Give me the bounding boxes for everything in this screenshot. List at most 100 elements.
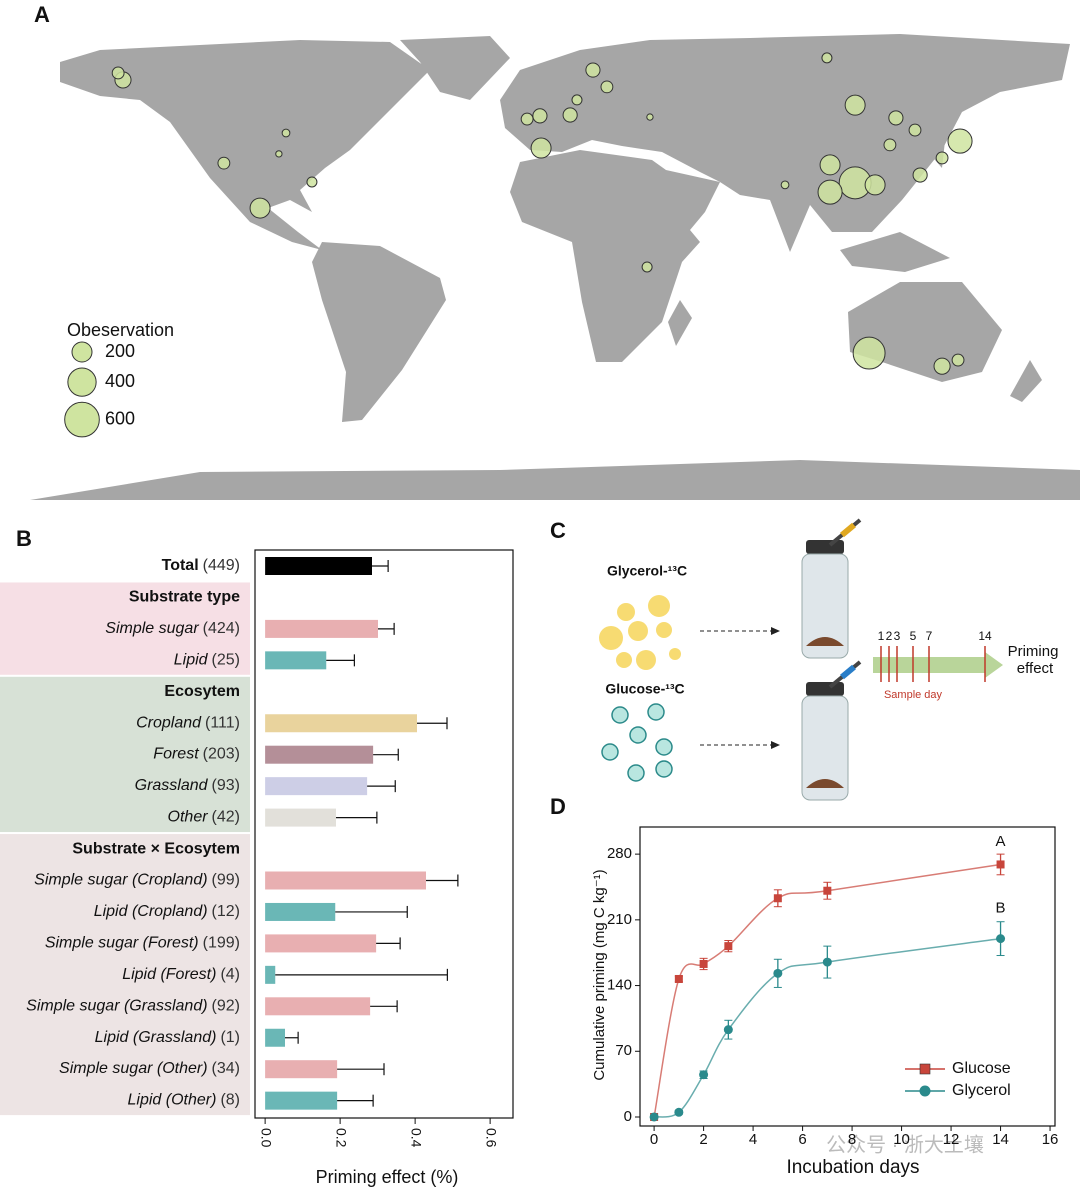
- syringe-liquid: [840, 522, 856, 538]
- group-header: Substrate × Ecosytem: [72, 840, 240, 857]
- row-label: Grassland (93): [135, 777, 240, 794]
- arrow-head: [771, 741, 780, 749]
- row-count: (1): [220, 1029, 240, 1046]
- x-tick-label: 2: [699, 1131, 707, 1148]
- marker: [674, 1107, 684, 1117]
- row-label: Simple sugar (Grassland) (92): [26, 998, 240, 1015]
- row-label: Forest (203): [153, 746, 240, 763]
- bubble: [281, 128, 291, 138]
- land: [30, 460, 1080, 500]
- plot-frame: [639, 826, 1056, 1127]
- row-label: Simple sugar (424): [105, 620, 240, 637]
- bubble: [933, 357, 951, 375]
- row-count: (34): [212, 1060, 240, 1077]
- bubble: [908, 123, 922, 137]
- land: [312, 242, 446, 422]
- legend-label: 600: [105, 408, 135, 428]
- bar: [265, 745, 374, 764]
- row-count: (12): [212, 903, 240, 920]
- legend-label: 400: [105, 371, 135, 391]
- land: [510, 150, 720, 362]
- molecule: [647, 703, 665, 721]
- legend-bubble: [64, 401, 100, 438]
- row-name: Cropland: [136, 714, 202, 731]
- bubble: [912, 167, 928, 183]
- bar: [265, 997, 371, 1016]
- y-axis-label: Cumulative priming (mg C kg⁻¹): [591, 869, 608, 1080]
- world-map: [30, 34, 1080, 500]
- sample-day: 1: [878, 629, 885, 643]
- x-tick-label: 16: [1042, 1131, 1059, 1148]
- sample-day: 3: [894, 629, 901, 643]
- outcome-label: effect: [1017, 660, 1054, 677]
- legend-marker: [919, 1085, 931, 1097]
- group-background: [0, 676, 250, 833]
- soil: [806, 779, 844, 788]
- bubble: [562, 107, 578, 123]
- droplet: [617, 603, 635, 621]
- marker: [674, 974, 683, 983]
- panel-label: D: [550, 794, 566, 819]
- row-name: Simple sugar (Grassland): [26, 998, 207, 1015]
- marker: [996, 934, 1006, 944]
- droplet: [669, 648, 681, 660]
- bubble: [821, 52, 833, 64]
- bubble: [600, 80, 614, 94]
- legend-label: Glycerol: [952, 1082, 1011, 1099]
- row-name: Simple sugar (Other): [59, 1060, 208, 1077]
- row-name: Other: [168, 809, 209, 826]
- vial-body: [801, 695, 849, 801]
- bubble: [571, 94, 583, 106]
- timeline-arrow: [873, 652, 1003, 678]
- annotation: B: [996, 900, 1006, 917]
- marker: [724, 942, 733, 951]
- row-name: Simple sugar (Forest): [45, 935, 199, 952]
- marker: [996, 860, 1005, 869]
- bubble: [275, 150, 283, 158]
- sample-day: 2: [886, 629, 893, 643]
- marker: [823, 886, 832, 895]
- row-count: (99): [212, 872, 240, 889]
- marker: [699, 1070, 709, 1080]
- marker: [723, 1025, 733, 1035]
- x-tick-label: 12: [943, 1131, 960, 1148]
- land: [60, 40, 430, 250]
- bar: [265, 1091, 338, 1110]
- outcome-label: Priming: [1008, 643, 1059, 660]
- row-name: Grassland: [135, 777, 209, 794]
- sample-day: 5: [910, 629, 917, 643]
- row-name: Forest: [153, 746, 199, 763]
- row-name: Total: [162, 557, 199, 574]
- glycerol-droplets: [599, 595, 681, 670]
- series-line: [653, 863, 1001, 1118]
- marker: [699, 959, 708, 968]
- diagram: Glycerol-¹³C Glucose-¹³C: [599, 518, 1059, 801]
- marker: [773, 968, 783, 978]
- row-label: Simple sugar (Forest) (199): [45, 935, 240, 952]
- droplet: [599, 626, 623, 650]
- y-tick-label: 0: [624, 1108, 632, 1125]
- row-count: (93): [212, 777, 240, 794]
- row-name: Lipid (Other): [128, 1092, 217, 1109]
- land: [1010, 360, 1042, 402]
- land: [668, 300, 692, 346]
- marker: [649, 1112, 659, 1122]
- bar: [265, 619, 378, 638]
- land: [840, 232, 950, 272]
- legend-bubble: [71, 341, 93, 363]
- bar: [265, 934, 377, 953]
- row-label: Other (42): [168, 809, 240, 826]
- panel-label: A: [34, 2, 50, 27]
- x-tick-label: 10: [893, 1131, 910, 1148]
- panel-label: C: [550, 518, 566, 543]
- glucose-molecules: [601, 703, 673, 782]
- bar: [265, 871, 426, 890]
- bubble: [780, 180, 790, 190]
- row-count: (8): [220, 1092, 240, 1109]
- bar: [265, 1060, 338, 1079]
- vial-cap: [806, 540, 844, 554]
- row-name: Lipid (Forest): [122, 966, 216, 983]
- legend-label: 200: [105, 341, 135, 361]
- x-tick-label: 0.6: [483, 1128, 499, 1148]
